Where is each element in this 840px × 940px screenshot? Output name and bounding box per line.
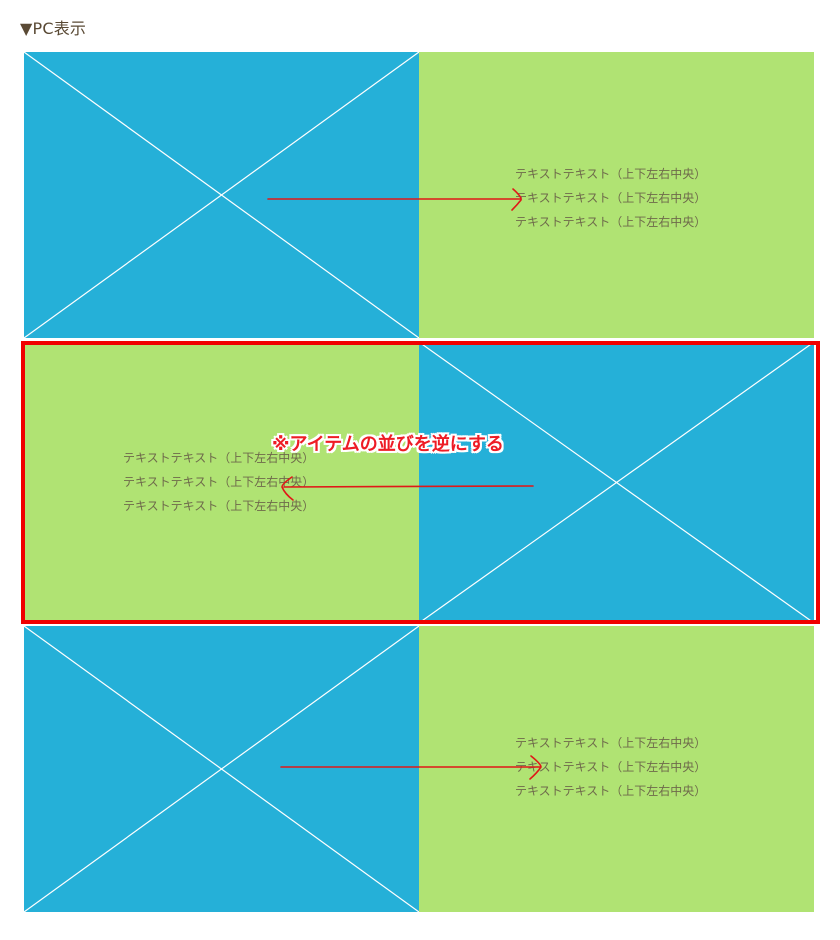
row2-text-line: テキストテキスト（上下左右中央） xyxy=(123,499,315,513)
image-placeholder-cross-icon xyxy=(24,626,419,912)
image-placeholder-cross-icon xyxy=(419,342,814,623)
row1-text-line: テキストテキスト（上下左右中央） xyxy=(515,191,707,205)
image-placeholder-cross-icon xyxy=(24,52,419,338)
row3-text-line: テキストテキスト（上下左右中央） xyxy=(515,736,707,750)
row3-text-block: テキストテキスト（上下左右中央） テキストテキスト（上下左右中央） テキストテキ… xyxy=(515,731,706,803)
row3-image-placeholder xyxy=(24,626,419,912)
pc-view-label: ▼PC表示 xyxy=(20,19,87,38)
row2-text-line: テキストテキスト（上下左右中央） xyxy=(123,451,315,465)
row3-text-panel: テキストテキスト（上下左右中央） テキストテキスト（上下左右中央） テキストテキ… xyxy=(419,626,814,912)
row3-text-line: テキストテキスト（上下左右中央） xyxy=(515,784,707,798)
row2-text-line: テキストテキスト（上下左右中央） xyxy=(123,475,315,489)
row1-text-panel: テキストテキスト（上下左右中央） テキストテキスト（上下左右中央） テキストテキ… xyxy=(419,52,814,338)
reverse-order-note: ※アイテムの並びを逆にする xyxy=(272,434,504,455)
row1-image-placeholder xyxy=(24,52,419,338)
row1-text-line: テキストテキスト（上下左右中央） xyxy=(515,215,707,229)
row2-image-placeholder xyxy=(419,342,814,623)
row2-text-panel: テキストテキスト（上下左右中央） テキストテキスト（上下左右中央） テキストテキ… xyxy=(24,342,419,623)
row1-text-line: テキストテキスト（上下左右中央） xyxy=(515,167,707,181)
row3-text-line: テキストテキスト（上下左右中央） xyxy=(515,760,707,774)
row1-text-block: テキストテキスト（上下左右中央） テキストテキスト（上下左右中央） テキストテキ… xyxy=(515,162,706,234)
row2-text-block: テキストテキスト（上下左右中央） テキストテキスト（上下左右中央） テキストテキ… xyxy=(123,446,314,518)
